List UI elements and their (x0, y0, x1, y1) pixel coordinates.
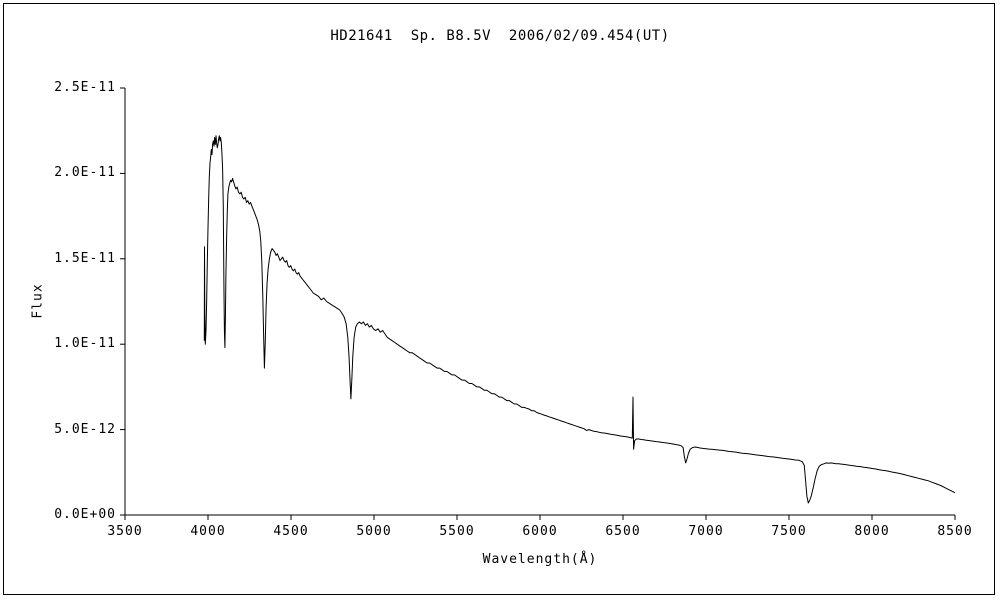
y-tick-label: 1.0E-11 (54, 336, 116, 352)
x-tick-label: 8000 (854, 524, 890, 539)
y-tick-label: 0.0E+00 (54, 507, 116, 522)
y-tick-label: 2.0E-11 (54, 165, 116, 181)
x-tick-label: 5000 (356, 524, 392, 539)
y-tick-label: 1.5E-11 (54, 250, 116, 266)
x-tick-label: 7000 (688, 524, 724, 539)
x-tick-label: 6000 (522, 524, 558, 539)
x-tick-label: 3500 (107, 524, 143, 539)
y-tick-label: 5.0E-12 (54, 421, 116, 437)
y-tick-label: 2.5E-11 (54, 80, 116, 95)
axes (124, 88, 955, 516)
spectrum-line (203, 135, 956, 504)
x-tick-label: 8500 (937, 524, 973, 539)
x-tick-label: 4000 (190, 524, 226, 539)
x-tick-label: 6500 (605, 524, 641, 539)
x-tick-label: 4500 (273, 524, 309, 539)
x-tick-label: 5500 (439, 524, 475, 539)
x-tick-label: 7500 (771, 524, 807, 539)
chart-title: HD21641 Sp. B8.5V 2006/02/09.454(UT) (330, 28, 670, 44)
x-axis-title: Wavelength(Å) (482, 552, 598, 567)
